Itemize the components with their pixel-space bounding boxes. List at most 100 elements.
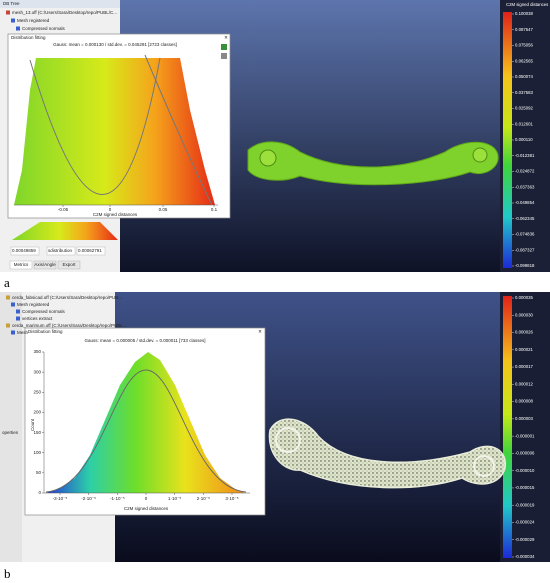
- scale-label: -0.037363: [515, 184, 535, 189]
- mesh-object: [268, 418, 506, 489]
- toolbar-icon[interactable]: [221, 53, 227, 59]
- scale-label: -0.024872: [515, 169, 535, 174]
- scale-label: 0.000110: [515, 137, 533, 142]
- tab-label: Export: [62, 262, 76, 267]
- mini-histogram: [12, 222, 118, 240]
- scale-label: 0.000012: [515, 381, 534, 386]
- tab[interactable]: [57, 260, 81, 270]
- mesh-object: [247, 141, 499, 186]
- scale-label: -0.000024: [515, 520, 535, 525]
- scale-label: 0.037583: [515, 90, 534, 95]
- mesh-hole: [472, 147, 488, 163]
- tree-icon: [16, 26, 20, 31]
- tree-item[interactable]: mesh_13.off (C:/Users/Sara/Desktop/repo/…: [12, 10, 117, 15]
- tree-item[interactable]: vertices extract: [22, 316, 53, 321]
- scale-label: -0.087327: [515, 247, 535, 252]
- y-tick-label: 250: [33, 389, 41, 394]
- scale-label: 0.000021: [515, 347, 534, 352]
- mesh-hole: [259, 149, 277, 167]
- x-tick-label: 0.05: [159, 207, 168, 212]
- gauss-curve: [29, 57, 161, 195]
- scale-label: -0.000015: [515, 485, 535, 490]
- scale-label: -0.000034: [515, 554, 535, 559]
- field-box[interactable]: [10, 246, 40, 256]
- tab-label: Axis/Angle: [34, 262, 56, 267]
- x-tick-label: -0.05: [58, 207, 69, 212]
- panel-label: b: [4, 566, 11, 581]
- scale-label: -0.000010: [515, 468, 535, 473]
- tree-icon: [11, 330, 15, 335]
- scale-label: 0.050074: [515, 74, 534, 79]
- scale-label: -0.000029: [515, 537, 535, 542]
- scale-label: -0.099818: [515, 263, 535, 268]
- tree-item[interactable]: Mesh registered: [17, 302, 50, 307]
- panel-label: a: [4, 275, 10, 290]
- side-column: [0, 292, 22, 562]
- tree-item[interactable]: Mesh registered: [17, 18, 50, 23]
- histogram: [46, 352, 245, 493]
- field-value: 0.00062791: [78, 248, 102, 253]
- mesh-ring: [275, 427, 301, 453]
- close-button[interactable]: ×: [258, 330, 262, 336]
- x-tick-label: 0: [109, 207, 112, 212]
- scale-label: 0.062565: [515, 58, 534, 63]
- tree-item[interactable]: cerda_fabsicad.off (C:/Users/Sara/Deskto…: [12, 295, 122, 300]
- field-value: sdistribution: [48, 248, 73, 253]
- tab[interactable]: [9, 260, 33, 270]
- color-scale-bar: [503, 12, 512, 268]
- y-tick-label: 50: [36, 470, 42, 475]
- tree-header: DB Tree: [3, 1, 20, 6]
- y-tick-label: 0: [38, 490, 41, 495]
- scale-label: 0.000008: [515, 399, 534, 404]
- scale-title: C2M signed distances: [506, 2, 548, 7]
- scale-label: 0.000003: [515, 416, 534, 421]
- gauss-curve: [45, 369, 247, 493]
- field-value: 0.00049859: [12, 248, 36, 253]
- toolbar-icon[interactable]: [221, 44, 227, 50]
- scale-label: 0.000035: [515, 295, 534, 300]
- tree-item[interactable]: Mesh: [17, 330, 29, 335]
- scale-label: -0.000001: [515, 433, 535, 438]
- y-tick-label: 150: [33, 430, 41, 435]
- scale-label: 0.012601: [515, 121, 534, 126]
- scale-label: -0.000019: [515, 502, 535, 507]
- color-scale-bar: [503, 296, 512, 558]
- field-box[interactable]: [76, 246, 106, 256]
- x-tick-label: 0: [145, 496, 148, 501]
- x-axis-label: C2M signed distances: [124, 506, 169, 511]
- dialog-title: Distribution fitting: [28, 329, 63, 334]
- scale-label: 0.000017: [515, 364, 534, 369]
- close-button[interactable]: ×: [224, 36, 228, 42]
- scale-label: 0.025092: [515, 106, 534, 111]
- tree-icon: [11, 302, 15, 307]
- tree-item[interactable]: Compressed normals: [22, 309, 66, 314]
- scale-label: -0.000006: [515, 451, 535, 456]
- scale-label: -0.062345: [515, 216, 535, 221]
- y-tick-label: 300: [33, 369, 41, 374]
- tree-item[interactable]: cerda_marimum.off (C:/Users/Sara/Desktop…: [12, 323, 126, 328]
- side-tab: operties: [2, 430, 19, 435]
- tree-icon: [6, 323, 10, 328]
- tree-header-bar: [0, 0, 120, 8]
- scale-label: -0.012381: [515, 153, 535, 158]
- tab[interactable]: [33, 260, 57, 270]
- tree-icon: [16, 309, 20, 314]
- y-axis-label: Count: [30, 418, 35, 431]
- scale-label: 0.100038: [515, 11, 534, 16]
- gauss-curve: [144, 54, 213, 206]
- field-box[interactable]: [46, 246, 76, 256]
- scale-label: -0.074836: [515, 232, 535, 237]
- y-tick-label: 350: [33, 349, 41, 354]
- tree-icon: [16, 316, 20, 321]
- tree-item[interactable]: Compressed normals: [22, 26, 66, 31]
- tab-label: Metrics: [14, 262, 29, 267]
- mesh-ring: [473, 455, 495, 477]
- histogram: [14, 58, 215, 205]
- x-tick-label: -2·10⁻⁵: [81, 496, 96, 501]
- x-tick-label: -1·10⁻⁵: [110, 496, 125, 501]
- tree-icon: [6, 10, 10, 15]
- x-tick-label: 2·10⁻⁵: [197, 496, 210, 501]
- y-tick-label: 100: [33, 450, 41, 455]
- x-tick-label: -3·10⁻⁵: [53, 496, 68, 501]
